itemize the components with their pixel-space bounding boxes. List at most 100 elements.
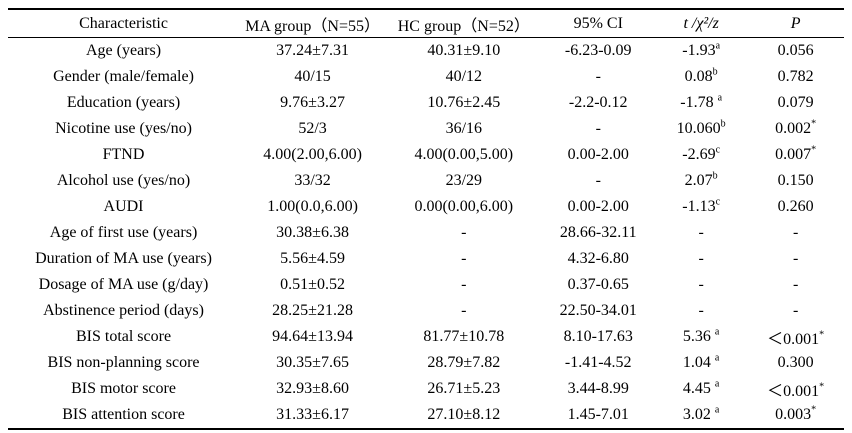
cell-ma-value: 52/3 bbox=[298, 120, 327, 137]
cell-hc-value: 23/29 bbox=[445, 172, 483, 189]
cell-characteristic: FTND bbox=[102, 146, 145, 163]
table-row: Education (years) 9.76±3.27 10.76±2.45 -… bbox=[8, 90, 844, 116]
table-row: Gender (male/female) 40/15 40/12 - 0.08b… bbox=[8, 64, 844, 90]
cell-95ci: 4.32-6.80 bbox=[567, 250, 629, 267]
cell-p-value: ＜0.001* bbox=[767, 329, 825, 348]
statistic-superscript: c bbox=[715, 196, 721, 208]
cell-statistic: 4.45 a bbox=[682, 378, 720, 397]
cell-hc-value: - bbox=[461, 276, 467, 293]
cell-hc-value: 4.00(0.00,5.00) bbox=[414, 146, 514, 163]
header-p-value: P bbox=[790, 14, 801, 32]
cell-hc-value: - bbox=[461, 250, 467, 267]
table-row: BIS total score 94.64±13.94 81.77±10.78 … bbox=[8, 324, 844, 350]
cell-ma-value: 32.93±8.60 bbox=[276, 380, 349, 397]
cell-statistic: 3.02 a bbox=[682, 404, 720, 423]
cell-p-value: 0.003* bbox=[775, 404, 817, 423]
header-characteristic: Characteristic bbox=[79, 14, 168, 32]
cell-ma-value: 31.33±6.17 bbox=[276, 406, 349, 423]
cell-ma-value: 40/15 bbox=[294, 68, 331, 85]
statistic-superscript: a bbox=[715, 40, 721, 52]
header-ma-group: MA group（N=55） bbox=[245, 17, 380, 35]
p-significance-asterisk: * bbox=[811, 118, 817, 130]
cell-hc-value: 28.79±7.82 bbox=[427, 354, 501, 371]
cell-ma-value: 33/32 bbox=[294, 172, 331, 189]
statistic-superscript: a bbox=[714, 326, 720, 338]
cell-hc-value: 81.77±10.78 bbox=[423, 328, 505, 345]
cell-95ci: - bbox=[595, 172, 601, 189]
cell-p-value: 0.002* bbox=[775, 118, 817, 137]
table-row: Age of first use (years) 30.38±6.38 - 28… bbox=[8, 220, 844, 246]
cell-statistic: 0.08b bbox=[684, 66, 718, 85]
cell-ma-value: 94.64±13.94 bbox=[272, 328, 353, 345]
cell-statistic: 2.07b bbox=[684, 170, 718, 189]
cell-ma-value: 9.76±3.27 bbox=[280, 94, 345, 111]
cell-ma-value: 30.35±7.65 bbox=[276, 354, 349, 371]
cell-95ci: 0.00-2.00 bbox=[567, 146, 629, 163]
cell-characteristic: Dosage of MA use (g/day) bbox=[38, 276, 209, 293]
cell-95ci: 0.00-2.00 bbox=[567, 198, 629, 215]
cell-hc-value: 40/12 bbox=[445, 68, 483, 85]
cell-ma-value: 30.38±6.38 bbox=[276, 224, 349, 241]
cell-characteristic: AUDI bbox=[103, 198, 144, 215]
cell-hc-value: 0.00(0.00,6.00) bbox=[414, 198, 514, 215]
cell-statistic: -1.13c bbox=[682, 196, 721, 215]
p-significance-asterisk: * bbox=[819, 381, 825, 393]
cell-ma-value: 28.25±21.28 bbox=[272, 302, 353, 319]
cell-characteristic: Duration of MA use (years) bbox=[35, 250, 212, 267]
cell-statistic: - bbox=[698, 224, 704, 241]
statistic-superscript: a bbox=[717, 92, 723, 104]
cell-95ci: -6.23-0.09 bbox=[564, 42, 632, 59]
cell-characteristic: Alcohol use (yes/no) bbox=[56, 172, 191, 189]
cell-statistic: - bbox=[698, 302, 704, 319]
cell-ma-value: 0.51±0.52 bbox=[280, 276, 345, 293]
cell-characteristic: BIS motor score bbox=[71, 380, 176, 397]
p-significance-asterisk: * bbox=[811, 144, 817, 156]
p-significance-asterisk: * bbox=[819, 329, 825, 341]
statistic-superscript: b bbox=[712, 66, 718, 78]
cell-hc-value: 40.31±9.10 bbox=[427, 42, 501, 59]
cell-p-value: - bbox=[793, 250, 799, 267]
cell-hc-value: 10.76±2.45 bbox=[427, 94, 501, 111]
cell-characteristic: BIS non-planning score bbox=[47, 354, 200, 371]
table-row: FTND 4.00(2.00,6.00) 4.00(0.00,5.00) 0.0… bbox=[8, 142, 844, 168]
table-row: Dosage of MA use (g/day) 0.51±0.52 - 0.3… bbox=[8, 272, 844, 298]
cell-p-value: 0.260 bbox=[777, 198, 814, 215]
cell-ma-value: 1.00(0.0,6.00) bbox=[267, 198, 358, 215]
cell-characteristic: Age (years) bbox=[85, 42, 162, 59]
cell-ma-value: 5.56±4.59 bbox=[280, 250, 345, 267]
statistic-superscript: c bbox=[715, 144, 721, 156]
table-row: Abstinence period (days) 28.25±21.28 - 2… bbox=[8, 298, 844, 324]
cell-p-value: 0.056 bbox=[777, 42, 814, 59]
cell-95ci: 28.66-32.11 bbox=[559, 224, 637, 241]
statistic-superscript: a bbox=[714, 404, 720, 416]
cell-95ci: 8.10-17.63 bbox=[563, 328, 633, 345]
table-row: BIS non-planning score 30.35±7.65 28.79±… bbox=[8, 350, 844, 376]
cell-statistic: 5.36 a bbox=[682, 326, 720, 345]
header-statistic: t /χ²/z bbox=[683, 14, 719, 32]
table-row: Nicotine use (yes/no) 52/3 36/16 - 10.06… bbox=[8, 116, 844, 142]
cell-p-value: 0.782 bbox=[777, 68, 814, 85]
statistic-superscript: b bbox=[720, 118, 726, 130]
cell-statistic: -2.69c bbox=[682, 144, 721, 163]
header-95ci: 95% CI bbox=[573, 14, 623, 32]
cell-p-value: - bbox=[793, 302, 799, 319]
cell-hc-value: - bbox=[461, 302, 467, 319]
group-comparison-table: Characteristic MA group（N=55） HC group（N… bbox=[8, 8, 844, 430]
cell-statistic: - bbox=[698, 250, 704, 267]
cell-hc-value: 27.10±8.12 bbox=[427, 406, 501, 423]
statistic-superscript: a bbox=[714, 378, 720, 390]
cell-statistic: 10.060b bbox=[676, 118, 726, 137]
cell-characteristic: Age of first use (years) bbox=[49, 224, 198, 241]
cell-p-value: 0.079 bbox=[777, 94, 814, 111]
cell-hc-value: - bbox=[461, 224, 467, 241]
cell-95ci: -1.41-4.52 bbox=[564, 354, 632, 371]
cell-p-value: - bbox=[793, 276, 799, 293]
table-row: BIS motor score 32.93±8.60 26.71±5.23 3.… bbox=[8, 376, 844, 402]
table-row: Duration of MA use (years) 5.56±4.59 - 4… bbox=[8, 246, 844, 272]
table-row: AUDI 1.00(0.0,6.00) 0.00(0.00,6.00) 0.00… bbox=[8, 194, 844, 220]
cell-characteristic: Gender (male/female) bbox=[53, 68, 194, 85]
cell-95ci: 22.50-34.01 bbox=[559, 302, 637, 319]
header-hc-group: HC group（N=52） bbox=[397, 17, 530, 35]
cell-characteristic: BIS attention score bbox=[62, 406, 185, 423]
cell-p-value: 0.007* bbox=[775, 144, 817, 163]
